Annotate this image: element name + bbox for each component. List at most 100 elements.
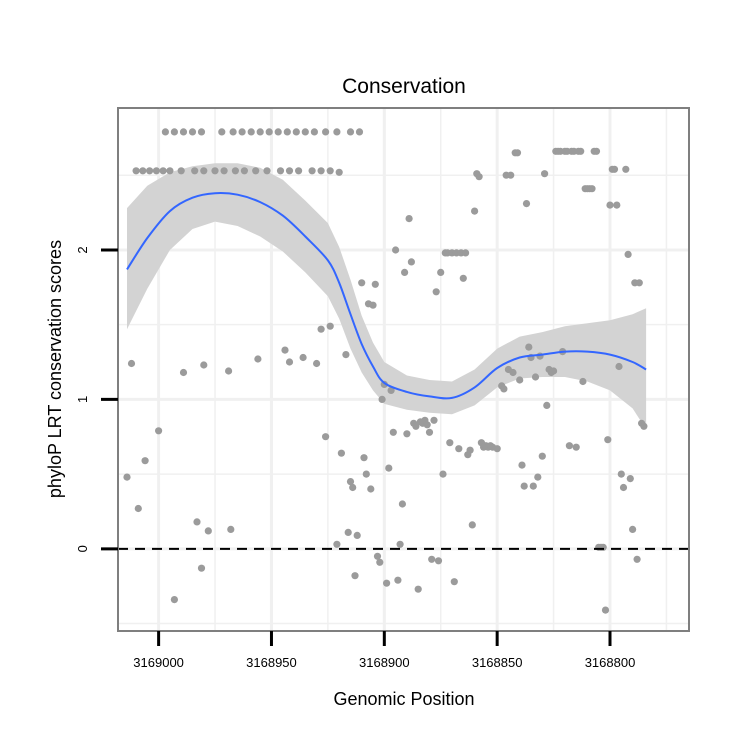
data-point (274, 128, 282, 136)
data-point (322, 128, 330, 136)
data-point (518, 461, 526, 469)
data-point (227, 525, 235, 534)
data-point (606, 201, 614, 209)
data-point (392, 246, 400, 254)
data-point (471, 207, 479, 215)
data-point (317, 325, 325, 333)
data-point (285, 167, 294, 175)
data-point (333, 128, 341, 136)
data-point (529, 482, 537, 490)
data-point (405, 215, 413, 223)
data-point (220, 167, 228, 175)
data-point (450, 578, 458, 586)
data-point (346, 478, 355, 486)
x-tick-label: 3168950 (246, 655, 297, 670)
data-point (543, 401, 551, 409)
data-points (123, 128, 648, 614)
data-point (520, 482, 528, 490)
data-point (200, 167, 208, 175)
data-point (396, 540, 404, 548)
data-point (193, 518, 201, 526)
data-point (385, 464, 393, 472)
data-point (629, 525, 637, 534)
data-point (394, 576, 402, 584)
y-axis-label: phyloP LRT conservation scores (45, 240, 65, 498)
data-point (525, 343, 533, 351)
data-point (295, 167, 303, 175)
y-tick-label: 0 (75, 545, 90, 552)
data-point (572, 443, 580, 451)
data-point (200, 361, 208, 369)
data-point (360, 454, 368, 462)
smooth-line (126, 192, 647, 400)
data-point (462, 249, 470, 257)
data-point (633, 555, 641, 563)
data-point (439, 470, 447, 478)
data-point (218, 128, 226, 136)
confidence-band (127, 163, 647, 430)
data-point (238, 128, 246, 136)
data-point (412, 422, 420, 430)
data-point (626, 475, 634, 483)
data-point (369, 301, 377, 309)
data-point (610, 165, 619, 173)
data-point (265, 128, 273, 136)
data-point (263, 167, 271, 175)
data-point (592, 147, 601, 155)
data-point (516, 376, 524, 384)
data-point (254, 355, 262, 363)
data-point (308, 167, 316, 175)
data-point (401, 268, 409, 276)
data-point (588, 185, 596, 193)
data-point (204, 527, 212, 535)
data-point (378, 395, 386, 403)
data-point (367, 485, 375, 493)
data-point (179, 128, 188, 136)
data-point (155, 427, 163, 435)
data-point (455, 445, 463, 453)
data-point (403, 430, 411, 438)
data-point (437, 268, 445, 276)
data-point (383, 579, 391, 587)
data-point (640, 422, 648, 430)
data-point (141, 457, 149, 465)
data-point (322, 433, 330, 441)
data-point (134, 504, 142, 513)
data-point (229, 128, 237, 136)
x-tick-label: 3168800 (585, 655, 636, 670)
data-point (197, 564, 206, 572)
data-point (446, 439, 454, 447)
data-point (123, 473, 131, 481)
data-point (276, 167, 285, 175)
data-point (335, 168, 343, 176)
data-point (507, 171, 515, 179)
chart-title: Conservation (342, 75, 466, 98)
data-point (579, 377, 587, 386)
data-point (355, 128, 364, 136)
data-point (240, 167, 248, 175)
x-tick-label: 3168900 (359, 655, 410, 670)
data-point (425, 428, 434, 436)
data-point (247, 128, 255, 136)
data-point (500, 385, 508, 393)
data-point (619, 483, 628, 492)
data-point (132, 167, 140, 175)
data-point (326, 167, 334, 175)
data-point (337, 449, 345, 457)
y-tick-label: 1 (75, 396, 90, 403)
data-point (428, 555, 436, 563)
data-point (170, 596, 178, 604)
data-point (414, 585, 422, 593)
data-point (281, 346, 289, 354)
data-point (127, 359, 136, 368)
data-point (191, 167, 199, 175)
data-point (256, 128, 264, 136)
data-point (159, 167, 167, 175)
data-point (317, 167, 325, 175)
data-point (376, 558, 384, 566)
data-point (351, 572, 359, 580)
data-point (342, 351, 350, 359)
data-point (534, 473, 542, 481)
data-point (197, 128, 206, 136)
